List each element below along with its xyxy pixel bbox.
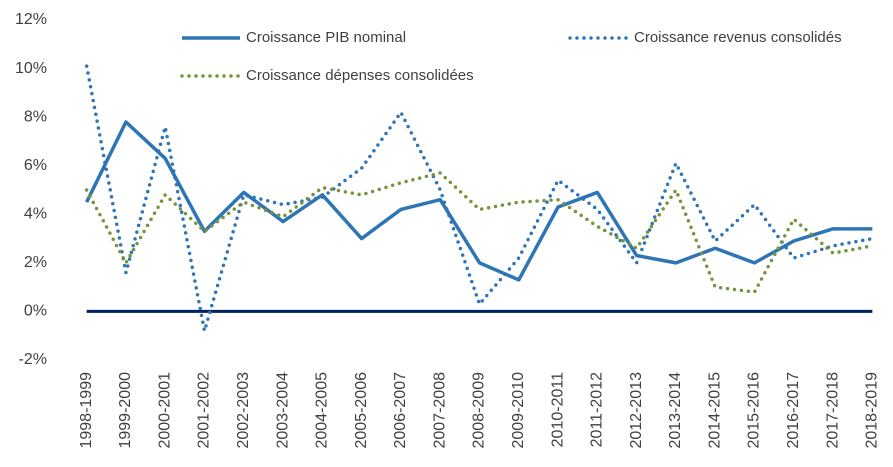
x-tick-label: 2005-2006 xyxy=(353,372,370,449)
y-tick-label: 12% xyxy=(15,11,47,28)
x-tick-label: 2008-2009 xyxy=(471,372,488,449)
y-tick-label: 10% xyxy=(15,60,47,77)
x-tick-label: 2016-2017 xyxy=(785,372,802,449)
x-tick-label: 1999-2000 xyxy=(117,372,134,449)
x-tick-label: 1998-1999 xyxy=(78,372,95,449)
x-tick-label: 2002-2003 xyxy=(235,372,252,449)
y-tick-label: 6% xyxy=(24,157,47,174)
x-tick-label: 2014-2015 xyxy=(706,372,723,449)
x-tick-label: 2003-2004 xyxy=(274,372,291,449)
x-tick-label: 2013-2014 xyxy=(667,372,684,449)
legend-label: Croissance dépenses consolidées xyxy=(246,67,474,84)
x-tick-label: 2010-2011 xyxy=(549,372,566,447)
x-tick-label: 2011-2012 xyxy=(589,372,606,447)
x-tick-label: 2009-2010 xyxy=(510,372,527,449)
x-tick-label: 2001-2002 xyxy=(196,372,213,449)
legend-label: Croissance PIB nominal xyxy=(246,29,406,46)
legend-label: Croissance revenus consolidés xyxy=(634,29,842,46)
y-tick-label: -2% xyxy=(19,351,47,368)
x-tick-label: 2012-2013 xyxy=(628,372,645,449)
x-tick-label: 2004-2005 xyxy=(314,372,331,449)
x-tick-label: 2000-2001 xyxy=(156,372,173,449)
legend: Croissance PIB nominal Croissance revenu… xyxy=(180,29,842,84)
y-tick-label: 2% xyxy=(24,254,47,271)
y-tick-label: 0% xyxy=(24,303,47,320)
x-tick-label: 2007-2008 xyxy=(431,372,448,449)
series-line xyxy=(84,64,875,333)
x-tick-label: 2017-2018 xyxy=(824,372,841,449)
y-tick-label: 8% xyxy=(24,108,47,125)
x-tick-label: 2018-2019 xyxy=(864,372,881,449)
y-tick-label: 4% xyxy=(24,206,47,223)
x-tick-label: 2006-2007 xyxy=(392,372,409,449)
series-line xyxy=(84,171,875,294)
x-tick-label: 2015-2016 xyxy=(746,372,763,449)
series-line xyxy=(85,120,873,282)
